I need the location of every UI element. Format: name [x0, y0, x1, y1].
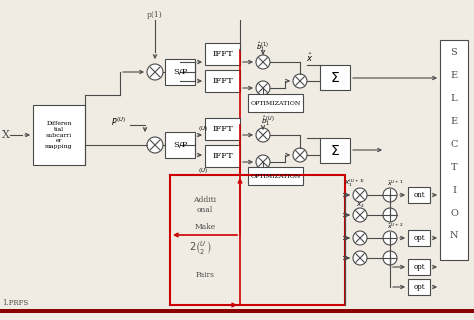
Text: IFFT: IFFT	[212, 152, 233, 160]
Text: $\Sigma$: $\Sigma$	[330, 70, 340, 84]
Bar	[205, 118, 240, 140]
Text: $X_1^{(U+1)}$: $X_1^{(U+1)}$	[344, 177, 365, 189]
Text: X: X	[2, 130, 10, 140]
Circle shape	[256, 155, 270, 169]
Text: IFFT: IFFT	[212, 125, 233, 133]
Text: L: L	[451, 93, 457, 102]
Bar	[165, 132, 195, 158]
Circle shape	[293, 74, 307, 88]
Text: opt: opt	[413, 263, 425, 271]
Text: $X_2^{}$: $X_2^{}$	[356, 200, 365, 210]
Circle shape	[353, 251, 367, 265]
Text: opt: opt	[413, 234, 425, 242]
Text: IFFT: IFFT	[212, 50, 233, 58]
Text: $2\binom{U}{2}$: $2\binom{U}{2}$	[189, 239, 211, 257]
Text: $\hat{x}$: $\hat{x}$	[306, 52, 314, 64]
Text: N: N	[450, 231, 458, 241]
Text: Differen
tial
subcarri
er
mapping: Differen tial subcarri er mapping	[45, 121, 73, 149]
Circle shape	[383, 208, 397, 222]
Bar	[408, 259, 430, 275]
Text: OPTIMIZATION: OPTIMIZATION	[250, 173, 301, 179]
Text: E: E	[450, 116, 457, 125]
Text: $\hat{x}^{U+1}$: $\hat{x}^{U+1}$	[387, 178, 403, 188]
Text: onal: onal	[197, 206, 213, 214]
Text: $P^{(U)}$: $P^{(U)}$	[110, 116, 126, 128]
Bar	[408, 230, 430, 246]
Circle shape	[293, 148, 307, 162]
Circle shape	[383, 251, 397, 265]
Circle shape	[256, 128, 270, 142]
Bar	[165, 59, 195, 85]
Text: IFFT: IFFT	[212, 77, 233, 85]
Text: Additi: Additi	[193, 196, 217, 204]
Text: $\hat{b}_1^{(U)}$: $\hat{b}_1^{(U)}$	[261, 115, 275, 129]
Text: $(U)$: $(U)$	[198, 165, 208, 174]
Bar	[408, 279, 430, 295]
Bar	[408, 187, 430, 203]
Circle shape	[353, 208, 367, 222]
Text: opt: opt	[413, 283, 425, 291]
Text: S/P: S/P	[173, 141, 187, 149]
Circle shape	[383, 188, 397, 202]
Text: E: E	[450, 70, 457, 79]
Bar	[205, 145, 240, 167]
Bar	[205, 43, 240, 65]
Bar	[440, 40, 468, 260]
Circle shape	[147, 64, 163, 80]
Text: Pairs: Pairs	[195, 271, 215, 279]
Text: $\hat{x}^{U+2}$: $\hat{x}^{U+2}$	[387, 221, 403, 231]
Text: C: C	[450, 140, 458, 148]
Text: S/P: S/P	[173, 68, 187, 76]
Text: ont: ont	[413, 191, 425, 199]
Bar	[170, 175, 345, 305]
Text: OPTIMIZATION: OPTIMIZATION	[250, 100, 301, 106]
Bar	[320, 138, 350, 163]
Bar	[33, 105, 85, 165]
Bar	[320, 65, 350, 90]
Text: I: I	[452, 186, 456, 195]
Text: T: T	[451, 163, 457, 172]
Text: p(1): p(1)	[147, 11, 163, 19]
Circle shape	[147, 137, 163, 153]
Text: 1.PRFS: 1.PRFS	[2, 299, 28, 307]
Text: O: O	[450, 209, 458, 218]
Circle shape	[256, 81, 270, 95]
Text: S: S	[451, 47, 457, 57]
Bar	[248, 94, 303, 112]
Bar	[205, 70, 240, 92]
Circle shape	[383, 231, 397, 245]
Text: Make: Make	[194, 223, 216, 231]
Text: $\hat{b}_1^{(1)}$: $\hat{b}_1^{(1)}$	[256, 41, 270, 55]
Bar	[248, 167, 303, 185]
Circle shape	[353, 231, 367, 245]
Text: $\Sigma$: $\Sigma$	[330, 143, 340, 157]
Circle shape	[256, 55, 270, 69]
Bar	[0, 309, 474, 313]
Text: $(U)$: $(U)$	[198, 124, 208, 132]
Circle shape	[353, 188, 367, 202]
